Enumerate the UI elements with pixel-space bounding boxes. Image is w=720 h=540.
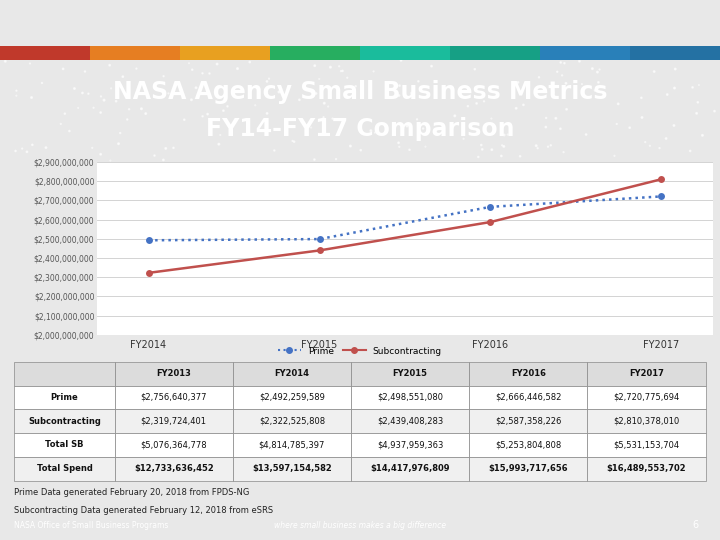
Bar — [469, 409, 588, 433]
Text: $2,322,525,808: $2,322,525,808 — [259, 417, 325, 426]
Bar — [14, 409, 114, 433]
Text: 6: 6 — [692, 520, 698, 530]
Bar — [469, 433, 588, 457]
Bar — [114, 386, 233, 409]
Text: $5,531,153,704: $5,531,153,704 — [613, 441, 680, 449]
Text: $12,733,636,452: $12,733,636,452 — [134, 464, 214, 473]
Text: FY2016: FY2016 — [510, 369, 546, 378]
Bar — [351, 433, 469, 457]
Bar — [351, 457, 469, 481]
Point — [495, 0, 507, 8]
Text: FY2013: FY2013 — [156, 369, 191, 378]
Text: Total SB: Total SB — [45, 441, 84, 449]
Bar — [588, 386, 706, 409]
Bar — [233, 409, 351, 433]
Text: FY2015: FY2015 — [392, 369, 428, 378]
Bar — [14, 362, 114, 386]
Legend: Prime, Subcontracting: Prime, Subcontracting — [274, 343, 446, 359]
Bar — [14, 433, 114, 457]
Text: Total Spend: Total Spend — [37, 464, 92, 473]
Text: $2,439,408,283: $2,439,408,283 — [377, 417, 444, 426]
Bar — [233, 433, 351, 457]
Text: where small business makes a big difference: where small business makes a big differe… — [274, 521, 446, 530]
Text: $2,810,378,010: $2,810,378,010 — [613, 417, 680, 426]
Text: FY2014: FY2014 — [274, 369, 310, 378]
Bar — [233, 386, 351, 409]
Bar — [588, 409, 706, 433]
Bar — [469, 386, 588, 409]
Bar — [114, 362, 233, 386]
Text: NASA Agency Small Business Metrics: NASA Agency Small Business Metrics — [113, 80, 607, 104]
Text: FY14-FY17 Comparison: FY14-FY17 Comparison — [206, 118, 514, 141]
Text: Subcontracting Data generated February 12, 2018 from eSRS: Subcontracting Data generated February 1… — [14, 506, 274, 515]
Bar — [588, 362, 706, 386]
Text: $5,253,804,808: $5,253,804,808 — [495, 441, 562, 449]
Bar — [351, 362, 469, 386]
Text: NASA Office of Small Business Programs: NASA Office of Small Business Programs — [14, 521, 168, 530]
Bar — [114, 409, 233, 433]
Bar — [114, 433, 233, 457]
Text: $2,720,775,694: $2,720,775,694 — [613, 393, 680, 402]
Point — [599, 7, 611, 16]
Text: $14,417,976,809: $14,417,976,809 — [370, 464, 450, 473]
Bar — [233, 362, 351, 386]
Text: $2,587,358,226: $2,587,358,226 — [495, 417, 562, 426]
Text: $2,492,259,589: $2,492,259,589 — [259, 393, 325, 402]
Text: $4,814,785,397: $4,814,785,397 — [258, 441, 325, 449]
Bar — [351, 409, 469, 433]
Text: $16,489,553,702: $16,489,553,702 — [607, 464, 686, 473]
Text: $5,076,364,778: $5,076,364,778 — [140, 441, 207, 449]
Text: $15,993,717,656: $15,993,717,656 — [488, 464, 568, 473]
Text: $13,597,154,582: $13,597,154,582 — [252, 464, 332, 473]
Bar — [588, 433, 706, 457]
Bar — [588, 457, 706, 481]
Text: $2,756,640,377: $2,756,640,377 — [140, 393, 207, 402]
Text: Prime: Prime — [50, 393, 78, 402]
Bar — [233, 457, 351, 481]
Bar — [14, 457, 114, 481]
Bar — [114, 457, 233, 481]
Bar — [351, 386, 469, 409]
Bar — [469, 457, 588, 481]
Text: $4,937,959,363: $4,937,959,363 — [377, 441, 444, 449]
Text: FY2017: FY2017 — [629, 369, 664, 378]
Text: $2,498,551,080: $2,498,551,080 — [377, 393, 443, 402]
Text: Prime Data generated February 20, 2018 from FPDS-NG: Prime Data generated February 20, 2018 f… — [14, 488, 250, 497]
Text: Subcontracting: Subcontracting — [28, 417, 101, 426]
Bar — [14, 386, 114, 409]
Text: $2,319,724,401: $2,319,724,401 — [140, 417, 207, 426]
Text: $2,666,446,582: $2,666,446,582 — [495, 393, 562, 402]
Bar — [469, 362, 588, 386]
